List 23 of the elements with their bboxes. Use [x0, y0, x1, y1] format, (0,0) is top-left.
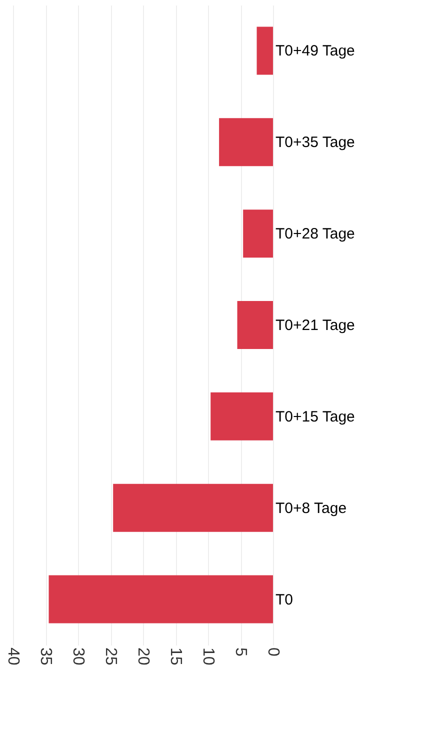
x-tick-label: 35 — [37, 648, 54, 666]
x-tick-label: 25 — [102, 648, 119, 666]
bar — [113, 484, 273, 532]
x-tick-label: 40 — [4, 648, 22, 666]
x-tick-label: 15 — [167, 648, 184, 666]
y-tick-label: T0+21 Tage — [276, 317, 355, 334]
y-tick-label: T0+8 Tage — [276, 500, 347, 517]
bar — [210, 392, 273, 440]
x-tick-label: 10 — [200, 648, 216, 666]
y-tick-label: T0 — [276, 591, 294, 608]
x-tick-label: 0 — [264, 648, 282, 656]
bar — [48, 575, 273, 624]
x-tick-label: 20 — [134, 648, 152, 666]
bar — [256, 26, 273, 75]
bar — [219, 118, 273, 166]
x-tick-label: 30 — [70, 648, 86, 666]
x-tick-label: 5 — [232, 648, 249, 656]
y-tick-label: T0+15 Tage — [276, 408, 355, 426]
y-tick-label: T0+28 Tage — [276, 226, 355, 243]
y-tick-label: T0+49 Tage — [276, 42, 355, 60]
bar — [237, 301, 273, 349]
bar — [243, 210, 273, 258]
y-tick-label: T0+35 Tage — [276, 134, 355, 152]
